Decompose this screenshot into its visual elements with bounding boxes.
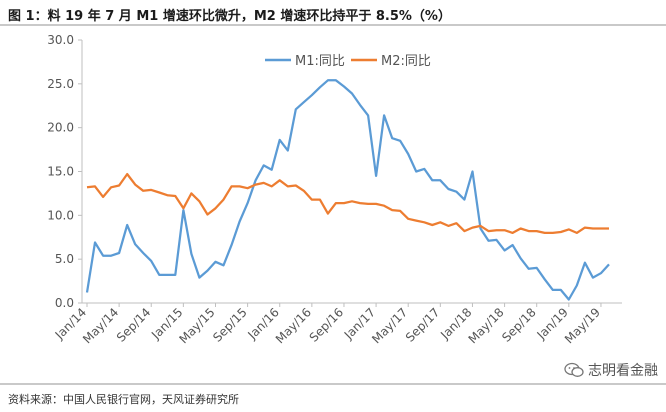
y-tick-label: 25.0 [47,77,74,91]
watermark-text: 志明看金融 [588,363,658,379]
watermark: 志明看金融 [564,360,658,380]
x-tick-label: Sep/18 [499,305,539,345]
source-note: 资料来源：中国人民银行官网，天风证券研究所 [8,393,239,406]
y-tick-label: 20.0 [47,121,74,135]
x-tick-label: May/19 [562,305,603,346]
x-tick-label: May/16 [273,305,314,346]
line-chart: 0.05.010.015.020.025.030.0Jan/14May/14Se… [47,33,622,346]
title-bar: 图 1：料 19 年 7 月 M1 增速环比微升，M2 增速环比持平于 8.5%… [0,0,666,26]
wechat-icon [564,362,584,377]
series-line-m2 [86,172,609,235]
x-tick-label: May/14 [80,305,121,346]
y-tick-label: 15.0 [47,165,74,179]
legend-label-m2: M2:同比 [381,54,431,69]
x-tick-label: May/15 [177,305,218,346]
y-tick-label: 30.0 [47,33,74,47]
chart-title: 图 1：料 19 年 7 月 M1 增速环比微升，M2 增速环比持平于 8.5%… [8,9,451,24]
x-tick-label: Sep/14 [114,305,154,345]
y-tick-label: 10.0 [47,208,74,222]
x-tick-label: May/17 [369,305,410,346]
legend-label-m1: M1:同比 [295,54,345,69]
y-tick-label: 0.0 [55,296,74,310]
series-line-m1 [85,79,610,301]
footer-bar: 资料来源：中国人民银行官网，天风证券研究所 [0,383,666,412]
x-tick-label: May/18 [466,305,507,346]
x-tick-label: Sep/15 [210,305,250,345]
x-tick-label: Sep/16 [307,305,347,345]
x-tick-label: Sep/17 [403,305,443,345]
y-tick-label: 5.0 [55,252,74,266]
